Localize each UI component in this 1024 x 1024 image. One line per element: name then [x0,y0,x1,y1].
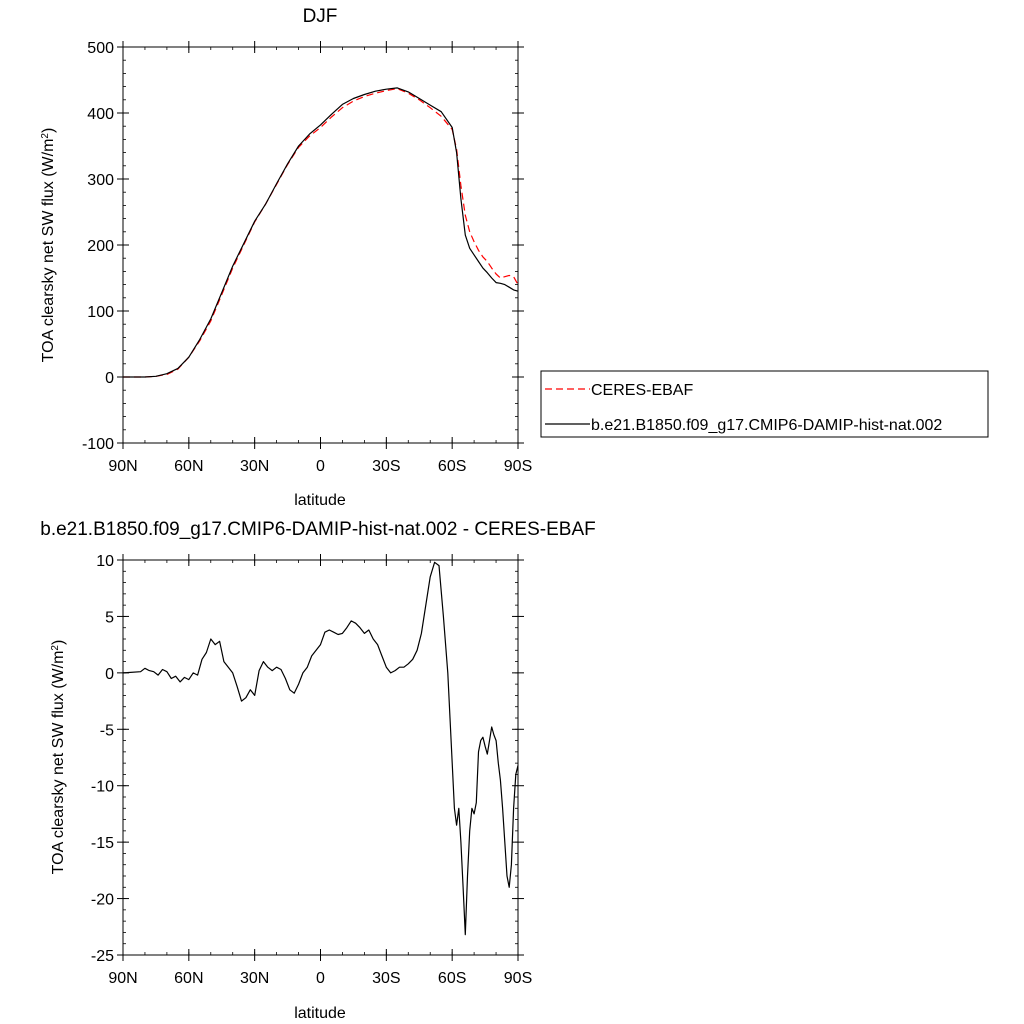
x-tick-label: 90S [504,970,532,987]
series-line-difference [122,561,519,936]
y-tick-label: 0 [105,370,114,387]
x-tick-label: 30S [372,970,400,987]
legend-label-ceres: CERES-EBAF [591,382,693,399]
y-tick-label: 200 [87,238,114,255]
y-tick-label: 0 [105,666,114,683]
y-tick-label: 100 [87,304,114,321]
y-tick-label: 10 [96,553,114,570]
axis-ticks [117,41,524,449]
x-tick-label: 30N [240,458,269,475]
y-axis-label: TOA clearsky net SW flux (W/m2) [40,128,58,363]
y-tick-label: -20 [91,892,114,909]
x-tick-label: 90S [504,458,532,475]
x-tick-label: 90N [108,458,137,475]
x-tick-labels: 90N 60N 30N 0 30S 60S 90S [108,970,532,987]
plot-frame [122,559,519,956]
y-axis-label-sup: 2 [40,133,51,139]
y-tick-label: 5 [105,609,114,626]
legend-label-model: b.e21.B1850.f09_g17.CMIP6-DAMIP-hist-nat… [591,417,942,434]
y-axis-label-sup: 2 [50,645,61,651]
series-line-b-e21-b1850-f09-g17-cmip6-damip-hist-nat-002 [123,87,519,378]
x-tick-label: 60S [438,970,466,987]
y-tick-label: -100 [82,436,114,453]
legend-box [540,370,989,438]
bottom-chart: b.e21.B1850.f09_g17.CMIP6-DAMIP-hist-nat… [40,519,595,1022]
x-tick-label: 30S [372,458,400,475]
x-tick-label: 0 [316,458,325,475]
chart-title: DJF [303,6,338,27]
x-axis-label: latitude [294,492,346,509]
y-tick-label: -5 [100,722,114,739]
y-tick-label: -10 [91,779,114,796]
x-tick-labels: 90N 60N 30N 0 30S 60S 90S [108,458,532,475]
legend: CERES-EBAF b.e21.B1850.f09_g17.CMIP6-DAM… [540,370,989,438]
series-lines [123,87,519,378]
x-tick-label: 0 [316,970,325,987]
y-tick-label: 300 [87,172,114,189]
plot-frame [122,46,519,444]
x-tick-label: 90N [108,970,137,987]
y-axis-label-end: ) [50,640,67,645]
y-axis-label-end: ) [40,128,57,133]
series-line-ceres-ebaf [123,87,519,378]
y-tick-label: -25 [91,948,114,965]
x-tick-label: 60N [174,970,203,987]
y-axis-label-main: TOA clearsky net SW flux (W/m [50,651,67,875]
y-tick-labels: -100 0 100 200 300 400 500 [82,40,114,453]
axis-ticks [117,554,524,961]
series-lines [122,561,519,936]
y-tick-label: 500 [87,40,114,57]
y-axis-label: TOA clearsky net SW flux (W/m2) [50,640,68,875]
y-tick-label: -15 [91,835,114,852]
top-chart: DJF 90N 60N 30N 0 30S 60S 90S -100 0 100 200 300 40… [40,6,533,509]
x-tick-label: 30N [240,970,269,987]
chart-title: b.e21.B1850.f09_g17.CMIP6-DAMIP-hist-nat… [40,519,595,540]
x-tick-label: 60S [438,458,466,475]
y-tick-label: 400 [87,106,114,123]
y-tick-labels: -25 -20 -15 -10 -5 0 5 10 [91,553,114,965]
y-axis-label-main: TOA clearsky net SW flux (W/m [40,139,57,363]
x-axis-label: latitude [294,1005,346,1022]
x-tick-label: 60N [174,458,203,475]
